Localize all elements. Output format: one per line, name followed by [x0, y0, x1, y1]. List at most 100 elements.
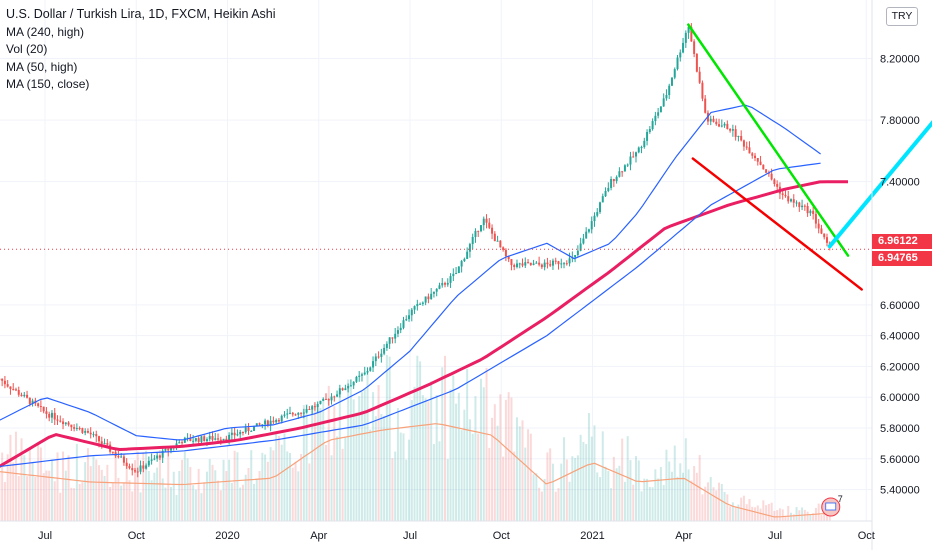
volume-bar: [59, 492, 62, 521]
candle-body: [374, 356, 377, 362]
volume-bar: [618, 465, 621, 521]
candle-body: [14, 389, 17, 391]
candle-body: [640, 147, 643, 149]
candle-body: [336, 394, 339, 397]
candle-body: [255, 423, 258, 427]
volume-bar: [161, 478, 164, 521]
candle-body: [682, 42, 685, 53]
candle-body: [651, 121, 654, 130]
candle-body: [557, 261, 560, 265]
candle-body: [147, 460, 150, 466]
volume-bar: [172, 471, 175, 521]
volume-bar: [754, 507, 757, 521]
candle-body: [784, 194, 787, 197]
candle-body: [668, 85, 671, 96]
candle-body: [518, 263, 521, 265]
candle-body: [515, 263, 518, 268]
candle-body: [754, 155, 757, 159]
candle-body: [568, 258, 571, 264]
candle-body: [134, 470, 137, 472]
candle-body: [421, 302, 424, 304]
candle-body: [349, 385, 352, 387]
volume-bar: [86, 448, 89, 521]
volume-bar: [205, 471, 208, 521]
candle-body: [233, 432, 236, 436]
volume-bar: [695, 472, 698, 521]
indicator-ma-150[interactable]: MA (150, close): [6, 77, 90, 91]
candle-body: [524, 262, 527, 266]
candle-body: [491, 227, 494, 234]
volume-bar: [53, 481, 56, 521]
candle-body: [720, 125, 723, 127]
candle-body: [665, 95, 668, 99]
candle-body: [554, 260, 557, 262]
candle-body: [690, 26, 693, 42]
candle-body: [734, 129, 737, 137]
volume-bar: [507, 392, 510, 521]
candle-body: [269, 420, 272, 426]
volume-bar: [576, 455, 579, 521]
volume-bar: [6, 454, 9, 521]
candle-body: [241, 431, 244, 433]
volume-bar: [333, 406, 336, 521]
volume-bar: [781, 509, 784, 521]
volume-bar: [225, 470, 228, 521]
candle-body: [751, 153, 754, 156]
candle-body: [73, 427, 76, 429]
volume-bar: [369, 429, 372, 521]
candle-body: [192, 440, 195, 442]
candle-body: [62, 421, 65, 425]
candle-body: [416, 303, 419, 307]
volume-bar: [17, 475, 20, 521]
candle-body: [175, 443, 178, 447]
volume-bar: [45, 470, 48, 521]
volume-bar: [388, 356, 391, 521]
candle-body: [396, 330, 399, 334]
currency-button[interactable]: TRY: [886, 7, 918, 26]
volume-bar: [125, 463, 128, 521]
candle-body: [3, 380, 6, 385]
candle-body: [474, 230, 477, 237]
x-tick-label: Apr: [310, 530, 327, 542]
volume-bar: [194, 489, 197, 521]
trendline-upper: [687, 23, 850, 257]
candle-body: [333, 396, 336, 398]
candle-body: [302, 412, 305, 414]
indicator-vol[interactable]: Vol (20): [6, 42, 48, 56]
volume-bar: [291, 467, 294, 521]
volume-bar: [250, 450, 253, 521]
indicator-ma-50[interactable]: MA (50, high): [6, 59, 78, 74]
volume-bar: [158, 449, 161, 521]
candle-body: [239, 431, 242, 435]
volume-bar: [701, 494, 704, 521]
candle-body: [770, 173, 773, 180]
volume-bar: [222, 459, 225, 521]
volume-bar: [31, 461, 34, 521]
x-tick-label: Oct: [858, 530, 875, 542]
candle-body: [324, 398, 327, 400]
x-tick-label: 2021: [580, 530, 604, 542]
volume-bar: [399, 432, 402, 521]
volume-bar: [554, 491, 557, 521]
volume-bar: [95, 459, 98, 521]
candle-body: [53, 412, 56, 420]
volume-bar: [474, 396, 477, 521]
ma-150-line: [0, 162, 821, 468]
indicator-ma-240[interactable]: MA (240, high): [6, 24, 85, 39]
volume-bar: [430, 381, 433, 521]
volume-bar: [385, 354, 388, 521]
volume-bar: [355, 412, 358, 521]
volume-bar: [316, 405, 319, 521]
candle-body: [327, 399, 330, 401]
candle-body: [795, 202, 798, 204]
volume-bar: [540, 491, 543, 521]
volume-bar: [524, 447, 527, 521]
symbol-title[interactable]: U.S. Dollar / Turkish Lira, 1D, FXCM, He…: [6, 7, 276, 21]
volume-bar: [441, 367, 444, 521]
volume-bar: [479, 378, 482, 521]
candle-body: [92, 434, 95, 436]
volume-bar: [81, 482, 84, 521]
volume-bar: [665, 449, 668, 521]
